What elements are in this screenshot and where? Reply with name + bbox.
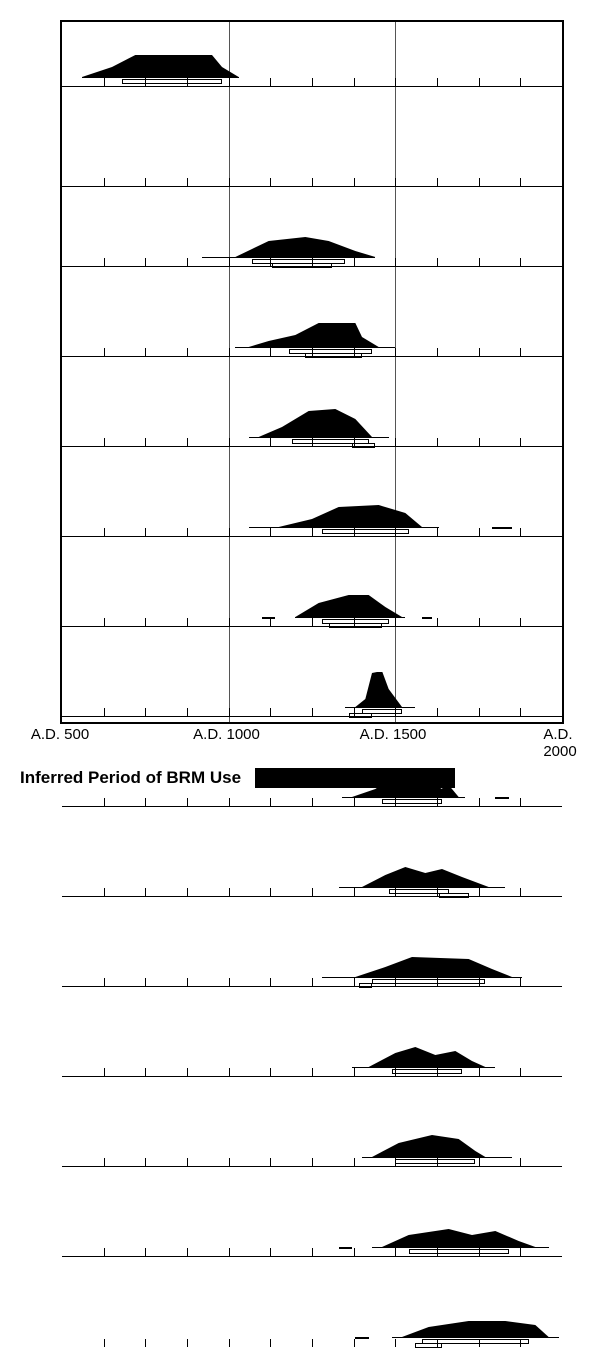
distribution-row (62, 1212, 562, 1257)
legend-swatch (255, 768, 455, 788)
distribution-row (62, 852, 562, 897)
probability-plot (60, 20, 564, 724)
distribution-row (62, 152, 562, 187)
xaxis-label: A.D. 1000 (193, 726, 260, 743)
distribution-row (62, 672, 562, 717)
distribution-row (62, 22, 562, 87)
distribution-row (62, 492, 562, 537)
distribution-row (62, 222, 562, 267)
xaxis-label: A.D. 2000 (543, 726, 576, 760)
distribution-row (62, 942, 562, 987)
xaxis-label: A.D. 500 (31, 726, 89, 743)
distribution-row (62, 1122, 562, 1167)
distribution-row (62, 582, 562, 627)
distribution-row (62, 402, 562, 447)
page: A.D. 500 A.D. 1000 A.D. 1500 A.D. 2000 I… (0, 0, 600, 800)
legend: Inferred Period of BRM Use (20, 768, 455, 788)
distribution-row (62, 1032, 562, 1077)
xaxis-label: A.D. 1500 (360, 726, 427, 743)
legend-label: Inferred Period of BRM Use (20, 768, 241, 788)
distribution-row (62, 312, 562, 357)
distribution-row (62, 1302, 562, 1347)
